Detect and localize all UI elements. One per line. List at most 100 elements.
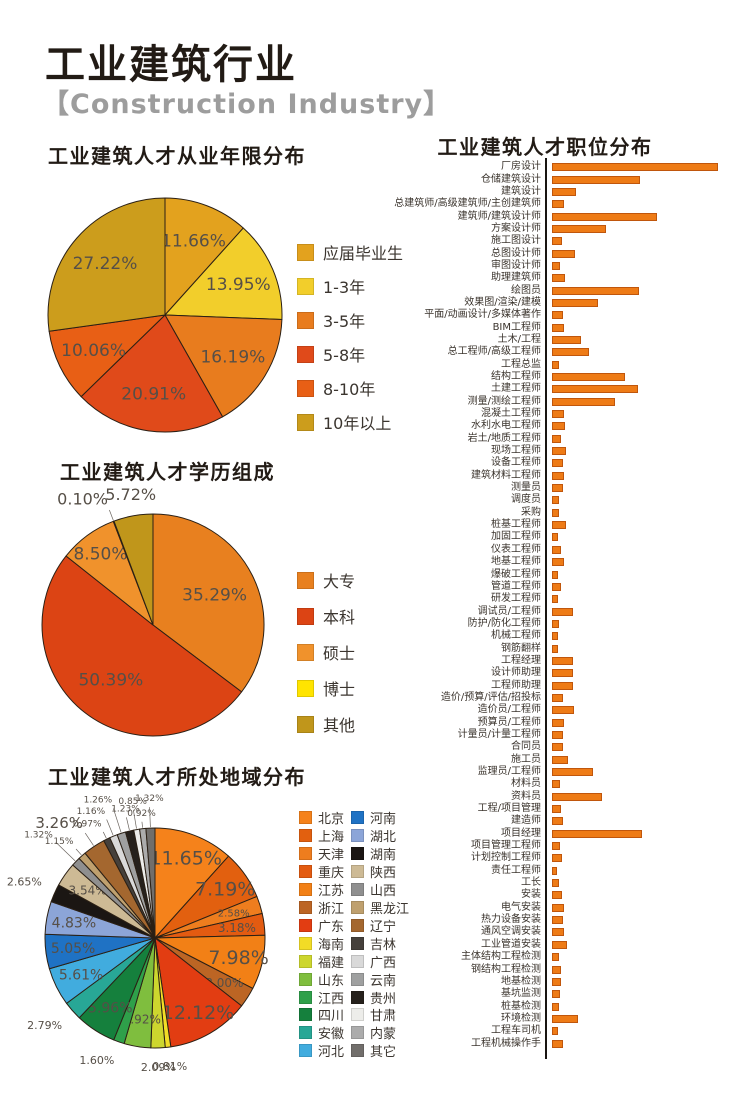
bar-厂房设计	[552, 163, 718, 172]
legend-swatch	[299, 811, 312, 824]
legend-item-江苏: 江苏	[299, 880, 344, 899]
bar-row-label: 预算员/工程师	[477, 716, 541, 728]
bar-row-label: 建筑师/建筑设计师	[457, 210, 541, 222]
pie-percentage-label-3-5年: 16.19%	[200, 347, 265, 367]
pie-label-leader-line	[55, 841, 76, 862]
legend-label: 福建	[318, 955, 345, 971]
legend-swatch	[351, 954, 364, 968]
education-pie-chart: 35.29% 50.39% 8.50% 0.10%5.72%	[41, 485, 265, 737]
bar-chart-axis-line	[545, 158, 548, 1059]
legend-label: 广东	[318, 919, 345, 935]
legend-label: 甘肃	[370, 1009, 397, 1025]
legend-item-5-8年: 5-8年	[297, 342, 403, 366]
legend-item-广东: 广东	[299, 916, 344, 935]
bar-row: 钢结构工程检测	[300, 963, 730, 975]
legend-swatch	[299, 918, 312, 932]
bar-row-label: 管道工程师	[491, 580, 541, 592]
legend-label: 8-10年	[323, 380, 376, 399]
pie-slice-其它	[145, 827, 156, 939]
bar-row-label: 设计师助理	[491, 667, 541, 679]
bar-row: BIM工程师	[300, 321, 730, 333]
legend-swatch	[299, 846, 312, 860]
legend-label: 山西	[370, 883, 397, 899]
legend-label: 黑龙江	[370, 901, 410, 917]
legend-label: 湖南	[370, 847, 397, 863]
bar-总图设计师	[552, 249, 575, 258]
legend-swatch	[297, 643, 314, 661]
legend-swatch	[299, 1026, 312, 1040]
legend-swatch	[351, 846, 364, 860]
bar-row-label: 环境检测	[501, 1012, 541, 1024]
bar-row: 环境检测	[300, 1013, 730, 1025]
legend-label: 河北	[318, 1045, 345, 1061]
bar-row: 建筑材料工程师	[300, 470, 730, 482]
bar-工程/项目管理	[552, 805, 561, 814]
bar-row-label: 建筑设计	[501, 185, 541, 197]
bar-工业管道安装	[552, 940, 567, 949]
bar-row: 混凝土工程师	[300, 408, 730, 420]
bar-row-label: 合同员	[511, 741, 541, 753]
positions-bar-chart: 厂房设计 仓储建筑设计 建筑设计 总建筑师/高级建筑师/主创建筑师 建筑师/建筑设计师方…	[300, 161, 730, 1050]
bar-测量员	[552, 484, 563, 493]
bar-资料员	[552, 792, 602, 801]
pie-percentage-label-重庆: 3.18%	[218, 921, 256, 935]
legend-label: 1-3年	[323, 278, 366, 297]
pie-label-leader-line	[113, 808, 122, 833]
bar-row: 工业管道安装	[300, 939, 730, 951]
bar-结构工程师	[552, 373, 625, 382]
bar-row-label: 研发工程师	[491, 593, 541, 605]
pie-percentage-label-本科: 50.39%	[78, 670, 143, 690]
bar-row-label: 计量员/计量工程师	[457, 728, 541, 740]
bar-施工图设计	[552, 237, 562, 246]
legend-swatch	[299, 900, 312, 914]
bar-row: 调度员	[300, 494, 730, 506]
bar-row-label: 资料员	[511, 790, 541, 802]
pie-label-leader-line	[126, 817, 130, 831]
bar-row: 总建筑师/高级建筑师/主创建筑师	[300, 198, 730, 210]
bar-row: 计量员/计量工程师	[300, 729, 730, 741]
pie-percentage-label-黑龙江: 1.15%	[45, 837, 74, 847]
pie-percentage-label-5-8年: 20.91%	[121, 385, 186, 405]
bar-row-label: 机械工程师	[491, 630, 541, 642]
bar-row: 方案设计师	[300, 223, 730, 235]
bar-row-label: 仓储建筑设计	[481, 173, 541, 185]
legend-swatch	[351, 918, 364, 932]
bar-row: 项目管理工程师	[300, 840, 730, 852]
bar-row: 助理建筑师	[300, 272, 730, 284]
pie-percentage-label-江苏: 7.98%	[208, 947, 268, 969]
legend-item-浙江: 浙江	[299, 898, 344, 917]
bar-row: 项目经理	[300, 828, 730, 840]
bar-row: 造价/预算/评估/招投标	[300, 692, 730, 704]
bar-row: 加固工程师	[300, 531, 730, 543]
legend-label: 广西	[370, 955, 397, 971]
bar-防护/防化工程师	[552, 619, 559, 628]
legend-label: 安徽	[318, 1027, 345, 1043]
legend-label: 江西	[318, 991, 345, 1007]
pie-percentage-label-内蒙: 0.92%	[127, 809, 156, 819]
bar-row: 钢筋翻样	[300, 642, 730, 654]
legend-item-8-10年: 8-10年	[297, 376, 403, 400]
pie-percentage-label-海南: 0.81%	[152, 1060, 187, 1073]
page-subtitle: 【Construction Industry】	[42, 89, 452, 120]
legend-label: 海南	[318, 937, 345, 953]
legend-item-其它: 其它	[351, 1041, 396, 1060]
legend-item-山西: 山西	[351, 880, 396, 899]
bar-row-label: 方案设计师	[491, 222, 541, 234]
pie-percentage-label-河北: 5.61%	[59, 968, 103, 984]
legend-item-大专: 大专	[297, 568, 355, 592]
pie-percentage-label-江西: 1.60%	[79, 1054, 114, 1067]
bar-工程经理	[552, 656, 573, 665]
legend-label: 江苏	[318, 883, 345, 899]
bar-水利水电工程师	[552, 422, 565, 431]
bar-地基工程师	[552, 558, 564, 567]
pie-percentage-label-10年以上: 27.22%	[73, 254, 138, 274]
bar-row: 建筑师/建筑设计师	[300, 210, 730, 222]
bar-爆破工程师	[552, 570, 558, 579]
bar-工长	[552, 879, 559, 888]
pie-slice-应届毕业生	[164, 197, 244, 316]
legend-label: 上海	[318, 829, 345, 845]
pie-slice-大专	[152, 513, 265, 693]
bar-row: 土建工程师	[300, 383, 730, 395]
education-chart-title: 工业建筑人才学历组成	[60, 460, 275, 484]
bar-建造师	[552, 817, 563, 826]
